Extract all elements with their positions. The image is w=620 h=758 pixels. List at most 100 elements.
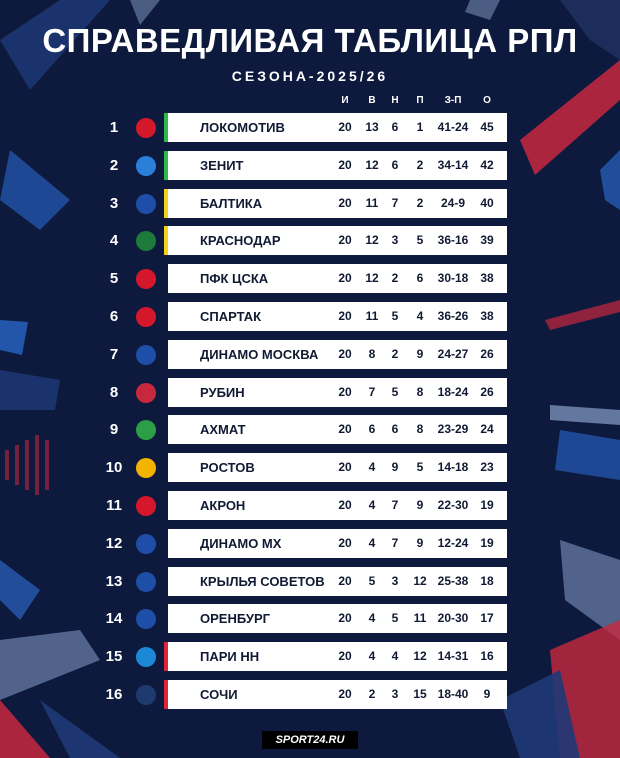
team-name: ЛОКОМОТИВ xyxy=(200,120,285,135)
zone-indicator-yellow xyxy=(164,188,168,218)
cell-d: 7 xyxy=(391,535,399,550)
cell-d: 7 xyxy=(391,195,399,210)
krasnodar-logo-icon xyxy=(130,229,162,253)
akhmat-logo-icon xyxy=(130,418,162,442)
cell-goals: 30-18 xyxy=(437,271,469,286)
cell-l: 8 xyxy=(416,422,424,437)
row-card xyxy=(168,491,507,520)
rubin-logo-icon xyxy=(130,381,162,405)
cell-w: 12 xyxy=(365,157,379,172)
zone-indicator-yellow xyxy=(164,226,168,256)
team-name: КРЫЛЬЯ СОВЕТОВ xyxy=(200,573,325,589)
cell-d: 2 xyxy=(391,346,399,361)
header-draws: Н xyxy=(391,95,399,106)
row-card xyxy=(168,264,507,294)
cell-goals: 14-18 xyxy=(437,460,469,475)
cell-d: 5 xyxy=(391,384,399,399)
club-badge xyxy=(136,571,156,592)
zone-indicator-green xyxy=(164,150,168,180)
cell-goals: 18-24 xyxy=(437,384,469,399)
club-badge xyxy=(136,155,156,176)
cell-w: 4 xyxy=(368,649,376,664)
table-row: 4 КРАСНОДАР 20 12 3 5 36-16 39 xyxy=(0,226,620,256)
table-row: 3 БАЛТИКА 20 11 7 2 24-9 40 xyxy=(0,188,620,218)
cell-d: 6 xyxy=(391,157,399,172)
cell-pts: 19 xyxy=(480,535,494,550)
table-row: 16 СОЧИ 20 2 3 15 18-40 9 xyxy=(0,680,620,709)
cell-goals: 36-16 xyxy=(437,233,469,248)
club-badge xyxy=(136,458,156,479)
header-games: И xyxy=(341,95,349,106)
team-name: ДИНАМО МОСКВА xyxy=(200,346,319,362)
cell-d: 9 xyxy=(391,460,399,475)
cell-games: 20 xyxy=(338,271,352,286)
zenit-logo-icon xyxy=(130,154,162,178)
row-card xyxy=(168,604,507,634)
cell-goals: 14-31 xyxy=(437,649,469,664)
zone-indicator-red xyxy=(164,642,168,672)
table-row: 12 ДИНАМО МХ 20 4 7 9 12-24 19 xyxy=(0,528,620,558)
position-number: 11 xyxy=(106,497,122,514)
cell-l: 5 xyxy=(416,233,424,248)
position-number: 13 xyxy=(105,572,123,590)
cell-games: 20 xyxy=(338,157,352,172)
position-number: 6 xyxy=(109,308,119,325)
cell-d: 2 xyxy=(391,271,399,286)
team-name: СПАРТАК xyxy=(200,309,262,324)
table-row: 9 АХМАТ 20 6 6 8 23-29 24 xyxy=(0,415,620,445)
row-card xyxy=(168,453,507,483)
team-name: РОСТОВ xyxy=(200,460,255,476)
row-card xyxy=(168,528,507,558)
dynamo-moscow-logo-icon xyxy=(130,343,162,367)
club-badge xyxy=(136,382,156,403)
table-row: 15 ПАРИ НН 20 4 4 12 14-31 16 xyxy=(0,642,620,672)
cell-games: 20 xyxy=(338,422,352,437)
cell-d: 6 xyxy=(391,120,399,134)
cell-l: 5 xyxy=(416,460,424,475)
position-number: 16 xyxy=(105,686,123,703)
header-wins: В xyxy=(368,95,376,106)
row-card xyxy=(168,642,507,672)
team-name: АКРОН xyxy=(200,498,246,513)
position-number: 7 xyxy=(109,345,119,363)
cell-w: 12 xyxy=(365,271,379,286)
table-row: 14 ОРЕНБУРГ 20 4 5 11 20-30 17 xyxy=(0,604,620,634)
spartak-logo-icon xyxy=(130,305,162,329)
team-name: ДИНАМО МХ xyxy=(200,535,282,551)
cell-l: 1 xyxy=(416,120,424,134)
row-card xyxy=(168,226,507,256)
cell-w: 11 xyxy=(365,195,379,210)
row-card xyxy=(168,150,507,180)
club-badge xyxy=(136,344,156,365)
cell-l: 2 xyxy=(416,157,424,172)
cell-d: 5 xyxy=(391,309,399,323)
cell-w: 4 xyxy=(368,498,376,512)
club-badge xyxy=(136,193,156,214)
team-name: ОРЕНБУРГ xyxy=(200,611,270,627)
header-losses: П xyxy=(416,95,424,106)
table-row: 7 ДИНАМО МОСКВА 20 8 2 9 24-27 26 xyxy=(0,339,620,369)
cell-d: 4 xyxy=(391,649,399,664)
header-points: О xyxy=(483,95,491,106)
table-row: 5 ПФК ЦСКА 20 12 2 6 30-18 38 xyxy=(0,264,620,294)
cell-d: 3 xyxy=(391,573,399,588)
cell-games: 20 xyxy=(338,535,352,550)
cell-w: 2 xyxy=(368,687,376,701)
cell-l: 15 xyxy=(413,687,427,701)
cell-goals: 41-24 xyxy=(437,120,469,134)
position-number: 15 xyxy=(105,648,123,666)
team-name: КРАСНОДАР xyxy=(200,233,281,249)
cell-games: 20 xyxy=(338,309,352,323)
position-number: 14 xyxy=(105,610,123,628)
cell-games: 20 xyxy=(338,346,352,361)
cell-pts: 17 xyxy=(480,611,494,626)
table-row: 11 АКРОН 20 4 7 9 22-30 19 xyxy=(0,491,620,520)
team-name: ЗЕНИТ xyxy=(200,157,244,173)
team-name: ПАРИ НН xyxy=(200,649,260,665)
cell-w: 6 xyxy=(368,422,376,437)
cell-games: 20 xyxy=(338,460,352,475)
cell-w: 12 xyxy=(365,233,379,248)
position-number: 1 xyxy=(109,119,119,136)
position-number: 5 xyxy=(109,270,119,288)
club-badge xyxy=(136,609,156,630)
